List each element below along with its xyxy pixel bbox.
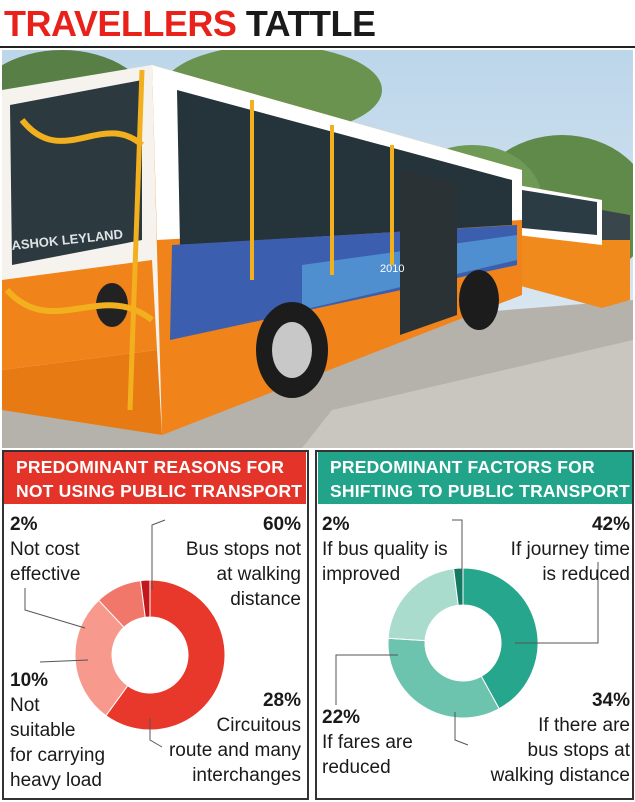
left-label-10pct: 10% Not suitable for carrying heavy load [10,668,105,793]
left-label-10pct-line: Not [10,695,40,716]
left-label-60pct-line: distance [230,589,301,610]
left-label-28pct-line: interchanges [192,765,301,786]
right-label-2pct-line: improved [322,564,401,585]
right-label-22pct-line: If fares are [322,732,413,753]
left-label-10pct-line: for carrying [10,745,106,766]
right-label-34pct-line: If there are [538,715,630,736]
right-label-34pct: 34% If there are bus stops at walking di… [491,688,630,788]
bus-photo: ASHOK LEYLAND 2010 [2,50,633,448]
left-label-60pct-value: 60% [262,514,301,535]
title-red-word: TRAVELLERS [4,3,237,44]
left-label-60pct: 60% Bus stops not at walking distance [186,512,301,612]
page-title: TRAVELLERS TATTLE [4,2,376,46]
title-dark-word: TATTLE [245,3,376,44]
left-header-line2: NOT USING PUBLIC TRANSPORT [16,481,303,501]
right-label-2pct-line: If bus quality is [322,539,448,560]
right-label-34pct-value: 34% [591,690,630,711]
right-panel [315,450,634,800]
right-label-34pct-line: bus stops at [527,740,630,761]
left-label-60pct-line: Bus stops not [185,539,301,560]
left-label-60pct-line: at walking [216,564,302,585]
right-panel-header: PREDOMINANT FACTORS FOR SHIFTING TO PUBL… [318,452,632,504]
left-label-28pct-line: route and many [168,740,301,761]
right-header-line1: PREDOMINANT FACTORS FOR [330,457,595,477]
right-label-22pct-value: 22% [322,707,361,728]
title-rule [0,46,635,48]
right-label-2pct: 2% If bus quality is improved [322,512,448,587]
left-label-10pct-value: 10% [10,670,49,691]
right-header-line2: SHIFTING TO PUBLIC TRANSPORT [330,481,630,501]
right-label-42pct: 42% If journey time is reduced [511,512,630,587]
left-label-2pct: 2% Not cost effective [10,512,80,587]
left-header-line1: PREDOMINANT REASONS FOR [16,457,285,477]
left-panel-header: PREDOMINANT REASONS FOR NOT USING PUBLIC… [4,452,306,504]
left-label-2pct-line: Not cost [10,539,80,560]
left-label-28pct-line: Circuitous [216,715,301,736]
right-label-34pct-line: walking distance [490,765,630,786]
bus-side-number: 2010 [380,263,404,275]
left-panel [2,450,309,800]
right-label-2pct-value: 2% [322,514,350,535]
right-label-42pct-line: is reduced [542,564,630,585]
bus-illustration: ASHOK LEYLAND 2010 [2,50,633,448]
right-label-42pct-line: If journey time [510,539,630,560]
left-label-2pct-line: effective [10,564,81,585]
left-label-28pct: 28% Circuitous route and many interchang… [169,688,301,788]
left-label-10pct-line: suitable [10,720,76,741]
right-label-42pct-value: 42% [591,514,630,535]
right-label-22pct: 22% If fares are reduced [322,705,413,780]
right-label-22pct-line: reduced [322,757,391,778]
left-label-10pct-line: heavy load [10,770,102,791]
left-label-2pct-value: 2% [10,514,38,535]
left-label-28pct-value: 28% [262,690,301,711]
